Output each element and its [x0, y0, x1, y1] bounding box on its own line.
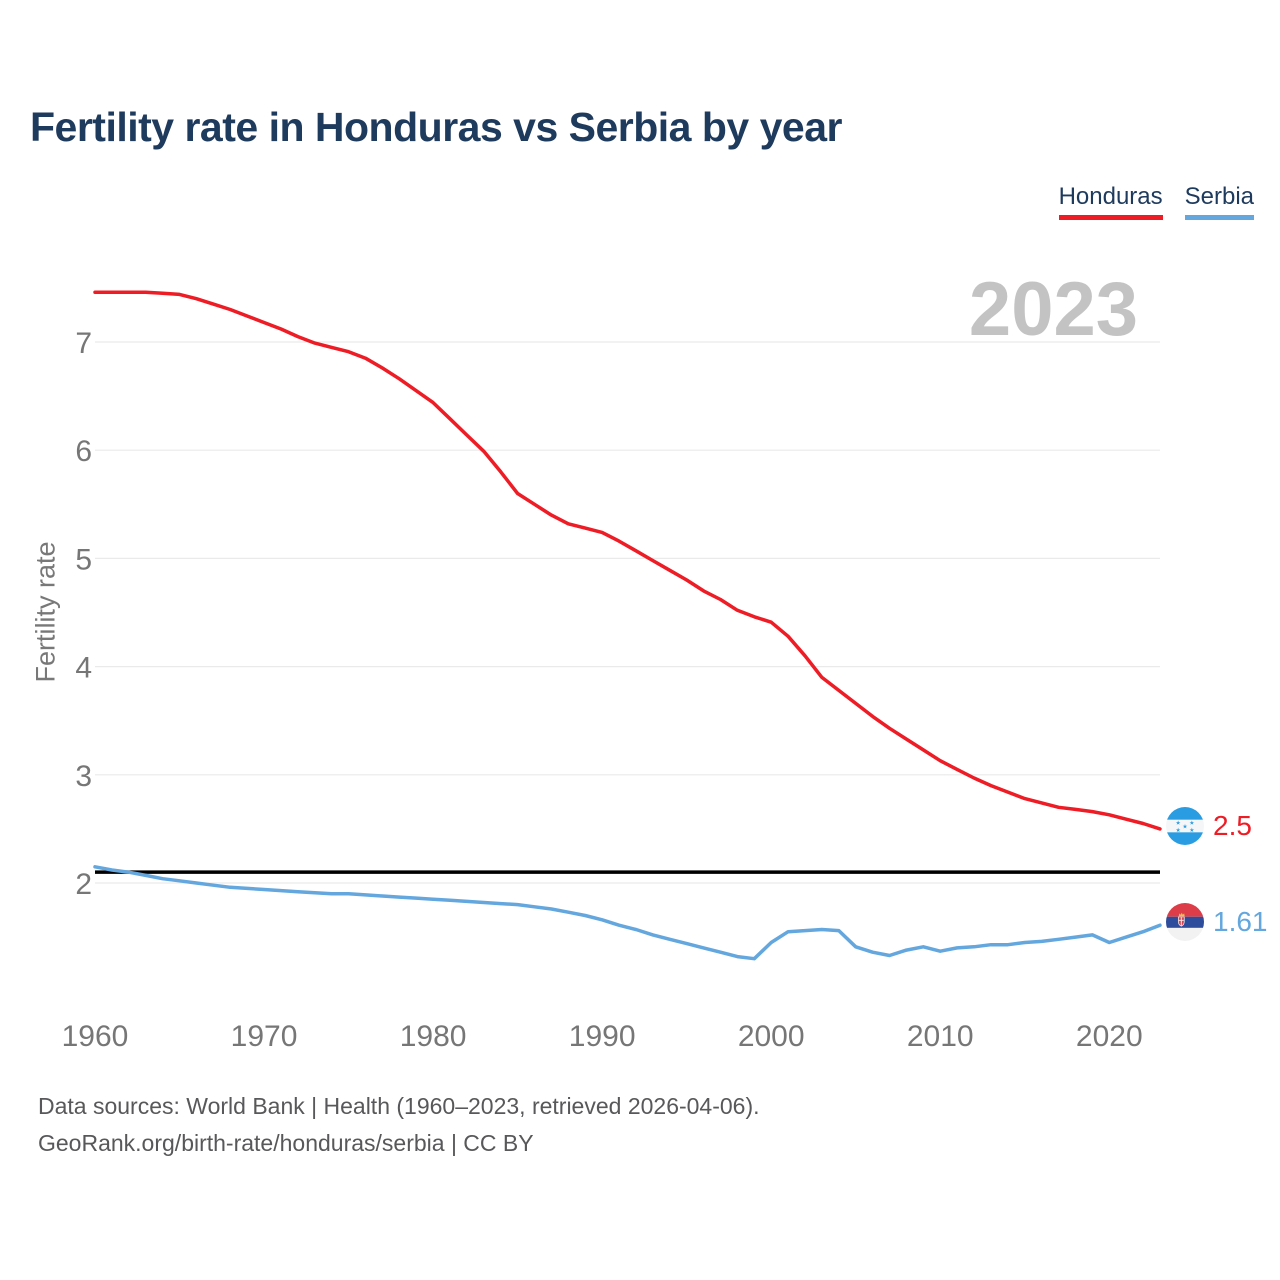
- honduras-end-value: 2.5: [1213, 810, 1252, 841]
- serbia-flag-icon: [1166, 903, 1204, 941]
- x-tick-label: 2000: [738, 1020, 805, 1053]
- serbia-end-value: 1.61: [1213, 906, 1268, 937]
- y-tick-label: 6: [75, 435, 92, 468]
- y-axis-title: Fertility rate: [30, 541, 61, 683]
- data-sources: Data sources: World Bank | Health (1960–…: [38, 1088, 760, 1162]
- honduras-end-label: 2.5: [1166, 807, 1252, 845]
- series-line-honduras: [93, 290, 1162, 831]
- source-line-2: GeoRank.org/birth-rate/honduras/serbia |…: [38, 1130, 534, 1156]
- y-tick-label: 3: [75, 760, 92, 793]
- x-tick-label: 2010: [907, 1020, 974, 1053]
- y-tick-label: 4: [75, 652, 92, 685]
- y-tick-label: 7: [75, 327, 92, 360]
- year-watermark: 2023: [968, 267, 1138, 352]
- x-tick-label: 1980: [400, 1020, 467, 1053]
- source-line-1: Data sources: World Bank | Health (1960–…: [38, 1093, 760, 1119]
- y-tick-label: 2: [75, 868, 92, 901]
- series-line-serbia: [93, 865, 1162, 961]
- legend-item-serbia[interactable]: Serbia: [1184, 183, 1254, 221]
- legend-item-honduras[interactable]: Honduras: [1058, 183, 1163, 221]
- serbia-end-label: 1.61: [1166, 903, 1268, 941]
- x-tick-label: 2020: [1076, 1020, 1143, 1053]
- legend: Honduras Serbia: [1058, 183, 1254, 221]
- y-tick-label: 5: [75, 543, 92, 576]
- x-tick-label: 1970: [231, 1020, 298, 1053]
- honduras-flag-icon: [1166, 807, 1204, 845]
- x-tick-label: 1960: [62, 1020, 129, 1053]
- x-tick-label: 1990: [569, 1020, 636, 1053]
- page-title: Fertility rate in Honduras vs Serbia by …: [30, 104, 842, 150]
